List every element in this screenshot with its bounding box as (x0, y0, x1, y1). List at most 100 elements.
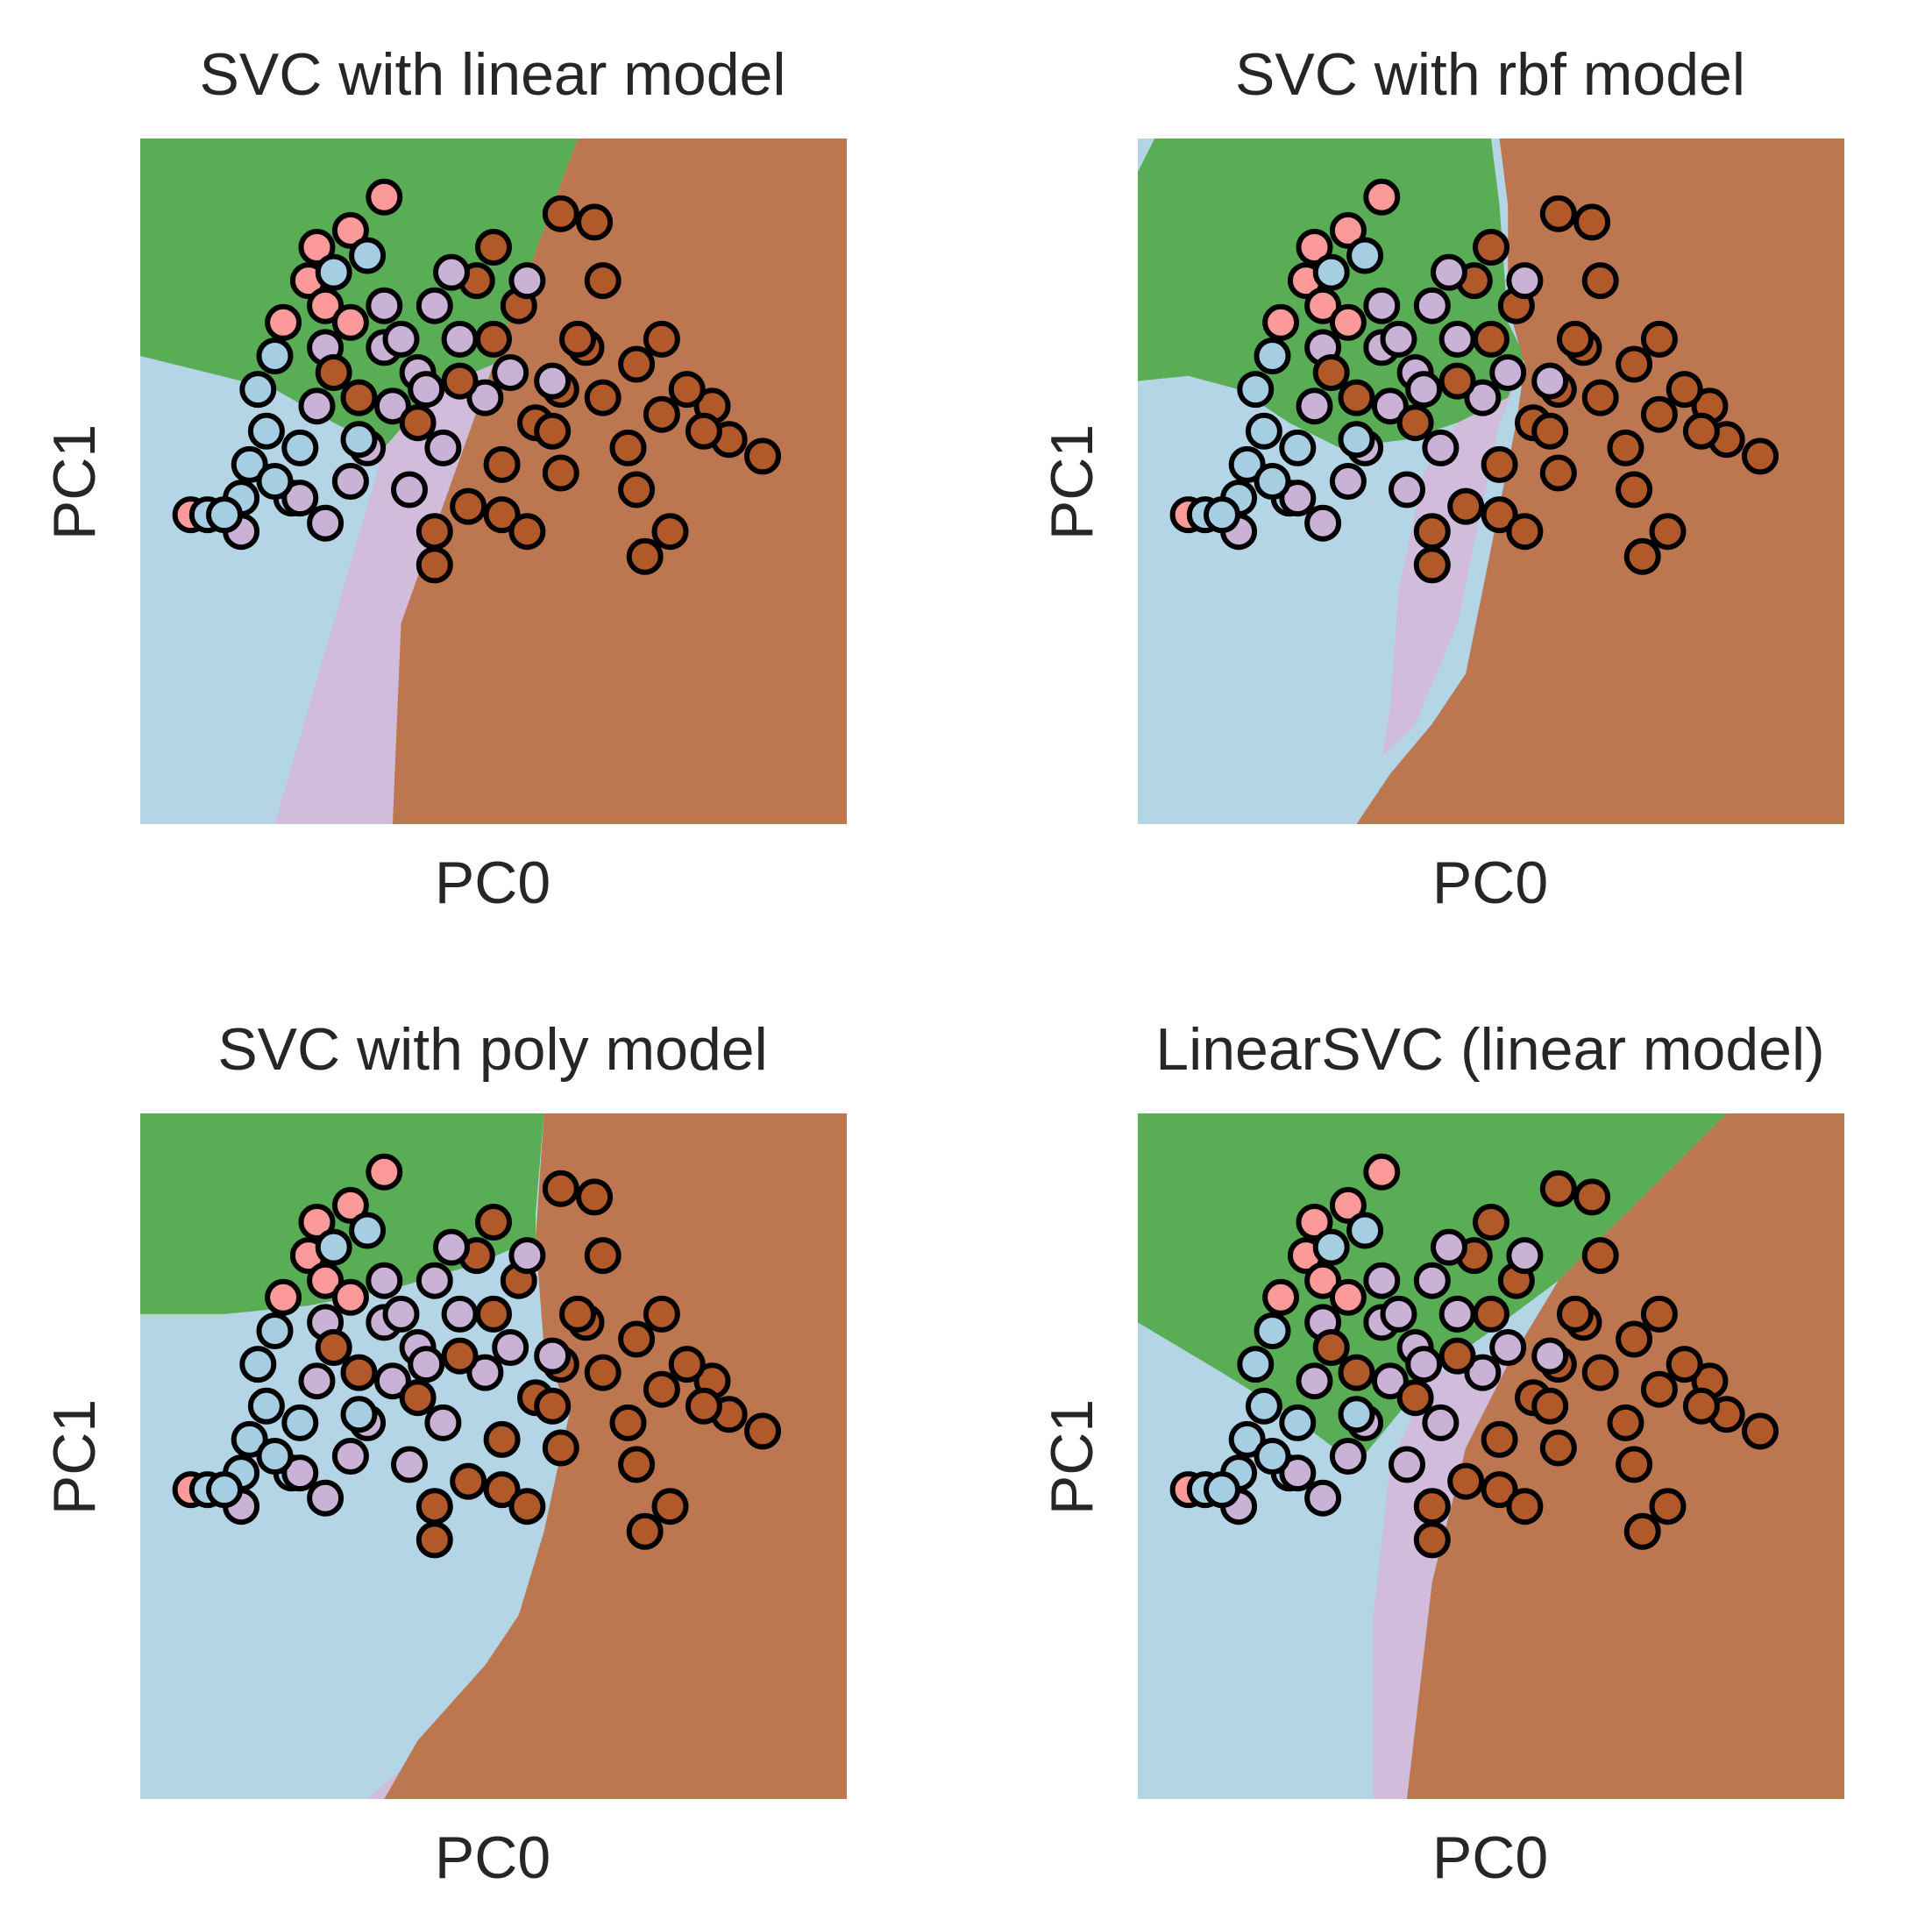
scatter-point (1464, 1354, 1502, 1391)
scatter-point (1312, 354, 1350, 391)
scatter-point (433, 253, 470, 291)
scatter-point (1682, 1387, 1720, 1425)
subplot-4-title: LinearSVC (linear model) (1155, 1016, 1824, 1083)
scatter-point (1204, 1471, 1240, 1509)
scatter-point (1640, 395, 1678, 433)
scatter-point (534, 1387, 572, 1425)
scatter-point (416, 546, 453, 584)
scatter-point (1262, 1278, 1300, 1316)
scatter-point (1405, 371, 1443, 409)
scatter-point (534, 412, 572, 450)
scatter-point (1438, 362, 1476, 400)
scatter-point (1245, 1387, 1282, 1425)
scatter-point (1245, 412, 1282, 450)
scatter-point (1380, 320, 1417, 358)
scatter-point (1623, 537, 1661, 575)
subplot-3-title: SVC with poly model (217, 1016, 767, 1083)
scatter-point (1607, 1404, 1644, 1441)
scatter-points (172, 178, 781, 584)
scatter-point (1422, 1404, 1460, 1441)
scatter-point (1506, 1237, 1544, 1275)
scatter-point (331, 1186, 369, 1224)
scatter-point (265, 1278, 302, 1316)
scatter-point (256, 1312, 294, 1349)
scatter-point (1304, 504, 1342, 542)
scatter-point (433, 1228, 470, 1266)
scatter-point (1682, 412, 1720, 450)
scatter-point (366, 1262, 403, 1299)
scatter-point (281, 429, 319, 466)
scatter-point (399, 404, 437, 442)
scatter-point (685, 412, 722, 450)
scatter-point (559, 1295, 596, 1333)
scatter-point (247, 1387, 285, 1425)
scatter-point (1666, 371, 1703, 409)
scatter-point (643, 1295, 680, 1333)
scatter-point (1489, 354, 1527, 391)
scatter-point (483, 1420, 521, 1458)
scatter-point (1296, 229, 1333, 266)
scatter-point (1581, 262, 1619, 300)
scatter-point (1279, 429, 1317, 466)
scatter-point (416, 1488, 453, 1525)
scatter-point (256, 463, 294, 500)
scatter-point (1338, 1396, 1375, 1433)
scatter-point (744, 1412, 781, 1450)
scatter-point (1539, 1170, 1577, 1207)
subplot-2-xlabel: PC0 (1432, 850, 1548, 916)
scatter-point (1581, 1237, 1619, 1275)
scatter-point (1329, 1186, 1367, 1224)
scatter-point (281, 1404, 319, 1441)
scatter-point (1616, 1320, 1653, 1358)
scatter-point (534, 362, 572, 400)
scatter-point (584, 1354, 622, 1391)
scatter-point (1279, 480, 1317, 517)
scatter-point (450, 487, 487, 525)
scatter-point (416, 287, 453, 324)
scatter-point (1573, 203, 1611, 241)
scatter-point (1380, 1295, 1417, 1333)
scatter-point (1413, 1488, 1451, 1525)
scatter-point (1438, 1295, 1476, 1333)
scatter-point (508, 1237, 546, 1275)
subplot-4-xlabel: PC0 (1432, 1824, 1548, 1891)
scatter-point (1254, 1438, 1291, 1475)
scatter-point (1312, 1329, 1350, 1366)
scatter-point (1296, 1362, 1333, 1400)
subplot-2-ylabel: PC1 (1039, 424, 1105, 540)
subplot-1-xlabel: PC0 (435, 850, 550, 916)
scatter-point (1581, 1354, 1619, 1391)
subplot-2-title: SVC with rbf model (1235, 41, 1745, 108)
scatter-point (408, 1346, 445, 1383)
scatter-point (1413, 1262, 1451, 1299)
scatter-point (1742, 437, 1779, 475)
scatter-point (1296, 388, 1333, 425)
subplot-4-ylabel: PC1 (1039, 1399, 1105, 1515)
scatter-point (1228, 1420, 1266, 1458)
scatter-point (1616, 345, 1653, 383)
scatter-point (576, 203, 614, 241)
scatter-point (416, 1262, 453, 1299)
scatter-point (685, 1387, 722, 1425)
scatter-point (651, 1488, 689, 1525)
scatter-points (1169, 1153, 1779, 1559)
scatter-point (298, 1362, 336, 1400)
scatter-point (1422, 429, 1460, 466)
scatter-point (1640, 320, 1678, 358)
scatter-point (466, 1354, 504, 1391)
scatter-point (1371, 1362, 1409, 1400)
scatter-point (1473, 1295, 1509, 1333)
scatter-point (1338, 421, 1375, 459)
scatter-point (1363, 178, 1401, 216)
scatter-point (1363, 287, 1401, 324)
scatter-point (1279, 1454, 1317, 1492)
scatter-point (1481, 1420, 1518, 1458)
scatter-point (1473, 1204, 1509, 1241)
scatter-point (391, 471, 428, 508)
scatter-point (1413, 1521, 1451, 1559)
scatter-point (366, 287, 403, 324)
scatter-point (1531, 1387, 1569, 1425)
scatter-point (441, 362, 479, 400)
scatter-point (1438, 1337, 1476, 1375)
subplot-3 (140, 1113, 847, 1799)
